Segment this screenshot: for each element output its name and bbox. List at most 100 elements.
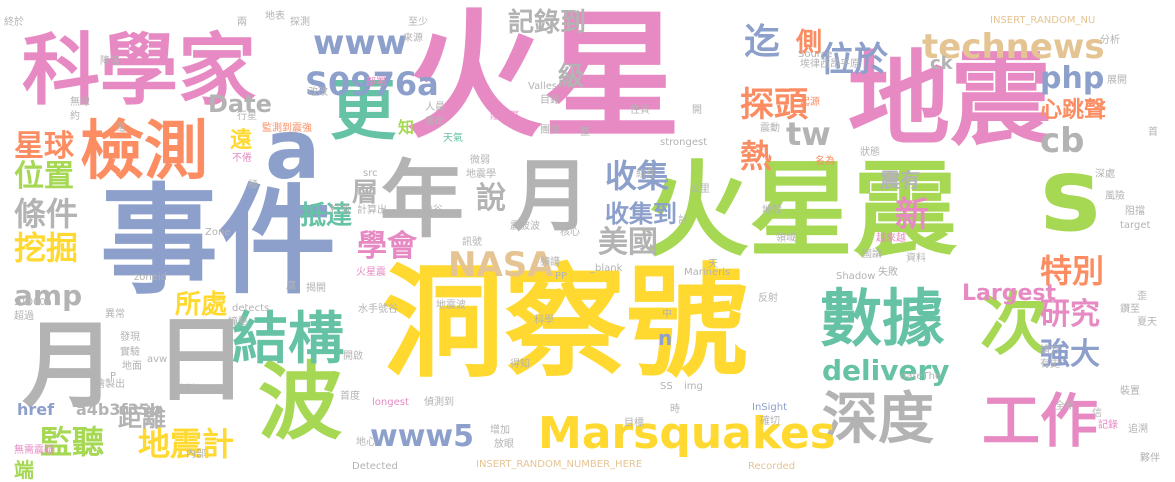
cloud-word: 結構 [232, 307, 344, 372]
cloud-word: 地心 [356, 437, 376, 448]
cloud-word: 探測 [290, 17, 310, 28]
cloud-word: 性質 [630, 105, 650, 116]
cloud-word: 人員 [425, 102, 445, 113]
cloud-word: 撞擊 [228, 317, 248, 328]
cloud-word: 發現 [120, 332, 140, 343]
cloud-word: 研究 [1040, 297, 1100, 332]
cloud-word: 異常 [105, 309, 125, 320]
cloud-word: Largest [962, 281, 1056, 306]
cloud-word: Zone [205, 227, 231, 238]
cloud-word: 距離 [118, 404, 166, 432]
cloud-word: strongest [660, 137, 708, 148]
cloud-word: 增加 [490, 425, 510, 436]
cloud-word: amp [14, 279, 83, 312]
cloud-word: 訊號 [462, 237, 482, 248]
cloud-word: 目標 [624, 418, 644, 429]
cloud-word: 展開 [1107, 75, 1127, 86]
cloud-word: 波 [258, 353, 343, 451]
cloud-word: 約 [70, 111, 80, 122]
cloud-word: www5 [370, 419, 475, 454]
cloud-word: s [1040, 136, 1101, 255]
cloud-word: 歪 [1137, 291, 1147, 302]
cloud-word: 行星 [237, 111, 257, 122]
cloud-word: 名為 [815, 156, 835, 167]
cloud-word: target [1120, 220, 1151, 231]
cloud-word: _blank [590, 263, 623, 274]
cloud-word: ck [930, 53, 953, 74]
cloud-word: 終於 [4, 17, 24, 28]
cloud-word: INSERT_RANDOM_NU [990, 15, 1096, 26]
cloud-word: Recorded [748, 461, 796, 472]
cloud-word: Source [798, 49, 833, 60]
cloud-word: 超過 [14, 311, 34, 322]
cloud-word: 兩 [237, 17, 247, 28]
cloud-word: SS [660, 381, 673, 392]
cloud-word: 追溯 [1128, 424, 1148, 435]
cloud-word: 失敗 [878, 267, 898, 278]
cloud-word: 位於 [820, 40, 888, 80]
cloud-word: 計算出 [357, 205, 387, 216]
cloud-word: 得知 [510, 359, 530, 370]
cloud-word: 無線 [70, 97, 90, 108]
cloud-word: 強大 [1040, 337, 1100, 372]
cloud-word: cb [1040, 121, 1085, 161]
cloud-word: 遠 [230, 128, 253, 153]
cloud-word: 探頭 [740, 85, 808, 125]
cloud-word: 揭開 [306, 283, 326, 294]
cloud-word: Date [208, 90, 272, 118]
cloud-word: 確切 [760, 416, 780, 427]
cloud-word: Marineris [684, 267, 731, 278]
cloud-word: 挖掘 [14, 229, 79, 267]
cloud-word: 腐 [286, 281, 296, 292]
cloud-word: www [313, 23, 408, 63]
cloud-word: 陰影區 [490, 111, 520, 122]
cloud-word: n [658, 326, 673, 350]
cloud-word: S0976a [305, 65, 439, 103]
cloud-word: 特別 [1040, 252, 1105, 290]
cloud-word: 月 [512, 152, 591, 242]
cloud-word: 日 [155, 307, 248, 414]
cloud-word: technews [922, 27, 1105, 67]
cloud-word: 心跳聲 [1040, 98, 1107, 123]
cloud-word: 震動 [760, 123, 780, 134]
cloud-word: 不倦 [232, 153, 252, 164]
cloud-word: 記錄到 [508, 8, 587, 38]
cloud-word: 反射 [758, 293, 778, 304]
cloud-word: 阻擋 [1125, 206, 1145, 217]
cloud-word: avw [147, 354, 168, 365]
cloud-word: 新 [895, 195, 929, 235]
cloud-word: Detected [352, 461, 398, 472]
cloud-word: 夥伴 [1140, 453, 1160, 464]
cloud-word: 請方 [1040, 345, 1060, 356]
cloud-word: a4b3f35b [76, 400, 162, 419]
cloud-word: 首 [1148, 127, 1158, 138]
cloud-word: img [684, 381, 703, 392]
cloud-word: 記錄 [1098, 420, 1118, 431]
cloud-word: 開 [692, 105, 702, 116]
cloud-word: 聽到 [175, 384, 195, 395]
cloud-word: 深度 [822, 387, 934, 452]
cloud-word: 級 [558, 62, 585, 92]
cloud-word: P [110, 371, 117, 382]
cloud-word: 實驗 [120, 347, 140, 358]
cloud-word: 收集到 [605, 200, 677, 228]
cloud-word: 監聽 [40, 423, 105, 461]
cloud-word: 極 [248, 180, 258, 191]
cloud-word: zoneid [134, 272, 167, 283]
cloud-word: 中 [662, 309, 672, 320]
cloud-word: 信 [1092, 408, 1102, 419]
cloud-word: 深處 [1095, 169, 1115, 180]
cloud-word: a [265, 103, 321, 198]
cloud-word: 整 [580, 127, 590, 138]
cloud-word: 地殼 [762, 205, 782, 216]
cloud-word: 目錄 [540, 95, 560, 106]
cloud-word: 內部 [186, 449, 206, 460]
cloud-word: 星球 [14, 129, 74, 164]
cloud-word: 水手號谷 [358, 304, 398, 315]
cloud-word: 震波波 [510, 221, 540, 232]
cloud-word: 國論 [862, 249, 882, 260]
cloud-word: 放眼 [494, 439, 514, 450]
cloud-word: 計 [678, 215, 688, 226]
cloud-word: 頻譜 [540, 257, 560, 268]
